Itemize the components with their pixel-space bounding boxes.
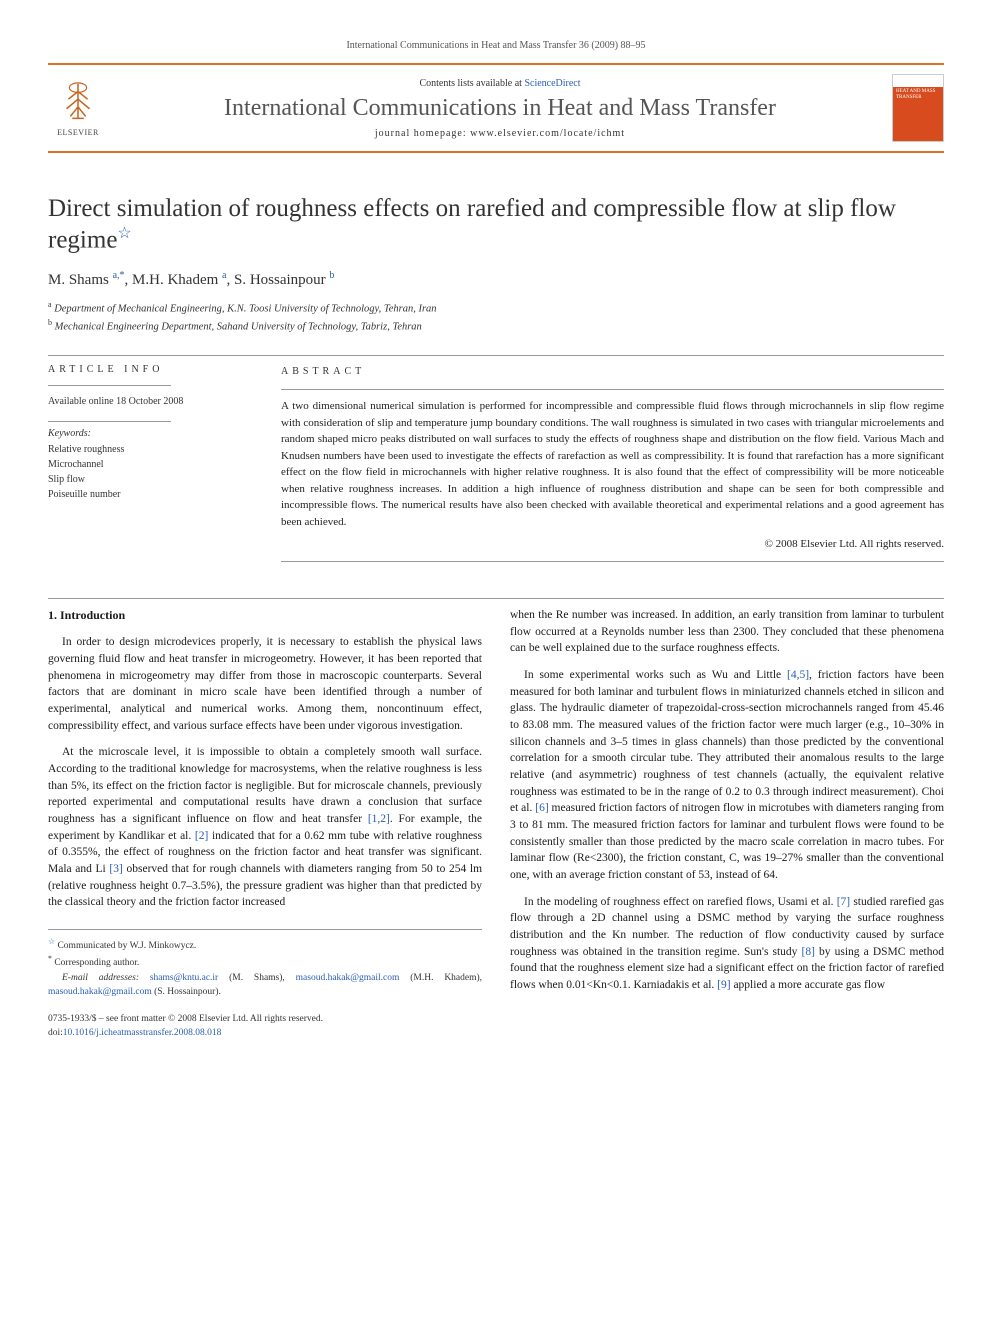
banner-center: Contents lists available at ScienceDirec…	[120, 78, 880, 139]
doi-link[interactable]: 10.1016/j.icheatmasstransfer.2008.08.018	[63, 1028, 222, 1038]
affil-b-mark: b	[48, 318, 52, 327]
article-title: Direct simulation of roughness effects o…	[48, 193, 944, 256]
footer-bar: 0735-1933/$ – see front matter © 2008 El…	[48, 1013, 482, 1041]
email-3-who: (S. Hossainpour)	[154, 987, 218, 997]
doi-label: doi:	[48, 1028, 63, 1038]
title-footnote-star: ☆	[117, 225, 131, 242]
abstract-divider-bottom	[281, 561, 944, 562]
keyword-2: Microchannel	[48, 457, 253, 472]
ref-3[interactable]: [3]	[109, 863, 122, 875]
email-2[interactable]: masoud.hakak@gmail.com	[296, 973, 400, 983]
email-2-who: (M.H. Khadem)	[410, 973, 479, 983]
col2-p2a: In some experimental works such as Wu an…	[524, 669, 787, 681]
affil-a: Department of Mechanical Engineering, K.…	[54, 303, 436, 314]
keywords-list: Relative roughness Microchannel Slip flo…	[48, 442, 253, 502]
homepage-url: www.elsevier.com/locate/ichmt	[470, 128, 625, 139]
running-header: International Communications in Heat and…	[48, 40, 944, 51]
email-1[interactable]: shams@kntu.ac.ir	[150, 973, 218, 983]
intro-p2: At the microscale level, it is impossibl…	[48, 744, 482, 911]
col2-p3d: applied a more accurate gas flow	[731, 979, 886, 991]
col2-p3: In the modeling of roughness effect on r…	[510, 894, 944, 994]
ref-1-2[interactable]: [1,2]	[368, 813, 390, 825]
column-left: 1. Introduction In order to design micro…	[48, 607, 482, 1041]
body-columns: 1. Introduction In order to design micro…	[48, 607, 944, 1041]
email-3[interactable]: masoud.hakak@gmail.com	[48, 987, 152, 997]
affiliations: a Department of Mechanical Engineering, …	[48, 299, 944, 336]
author-list: M. Shams a,*, M.H. Khadem a, S. Hossainp…	[48, 270, 944, 289]
intro-p1: In order to design microdevices properly…	[48, 634, 482, 734]
col2-p1: when the Re number was increased. In add…	[510, 607, 944, 657]
journal-name: International Communications in Heat and…	[120, 95, 880, 122]
ref-9[interactable]: [9]	[717, 979, 730, 991]
info-divider-2	[48, 421, 171, 422]
email-label: E-mail addresses:	[62, 973, 139, 983]
column-right: when the Re number was increased. In add…	[510, 607, 944, 1041]
footnotes: ☆ Communicated by W.J. Minkowycz. * Corr…	[48, 929, 482, 999]
ref-6[interactable]: [6]	[535, 802, 548, 814]
email-1-who: (M. Shams)	[229, 973, 282, 983]
corresp-star: *	[48, 954, 52, 963]
article-info-block: ARTICLE INFO Available online 18 October…	[48, 364, 253, 570]
footnote-star-icon: ☆	[48, 937, 55, 946]
author-1-mark: a,*	[113, 270, 125, 281]
publisher-label: ELSEVIER	[57, 128, 99, 137]
front-matter-line: 0735-1933/$ – see front matter © 2008 El…	[48, 1013, 323, 1027]
col2-p2: In some experimental works such as Wu an…	[510, 667, 944, 884]
contents-prefix: Contents lists available at	[419, 78, 524, 89]
info-divider-1	[48, 385, 171, 386]
author-1: M. Shams	[48, 272, 109, 288]
author-2-mark: a	[222, 270, 226, 281]
keyword-4: Poiseuille number	[48, 487, 253, 502]
ref-2[interactable]: [2]	[195, 830, 208, 842]
author-2: M.H. Khadem	[132, 272, 218, 288]
keyword-1: Relative roughness	[48, 442, 253, 457]
elsevier-tree-icon	[55, 80, 101, 126]
affil-b: Mechanical Engineering Department, Sahan…	[55, 322, 422, 333]
abstract-text: A two dimensional numerical simulation i…	[281, 398, 944, 530]
author-3-mark: b	[329, 270, 334, 281]
ref-8[interactable]: [8]	[802, 946, 815, 958]
body-divider	[48, 598, 944, 599]
contents-list-line: Contents lists available at ScienceDirec…	[120, 78, 880, 89]
abstract-block: ABSTRACT A two dimensional numerical sim…	[281, 364, 944, 570]
col2-p2b: , friction factors have been measured fo…	[510, 669, 944, 814]
available-online: Available online 18 October 2008	[48, 396, 253, 407]
abstract-divider	[281, 389, 944, 390]
title-text: Direct simulation of roughness effects o…	[48, 195, 896, 254]
abstract-label: ABSTRACT	[281, 364, 944, 379]
intro-heading: 1. Introduction	[48, 607, 482, 624]
corresponding-note: Corresponding author.	[54, 959, 139, 969]
info-abstract-row: ARTICLE INFO Available online 18 October…	[48, 364, 944, 570]
homepage-prefix: journal homepage:	[375, 128, 470, 139]
journal-banner: ELSEVIER Contents lists available at Sci…	[48, 63, 944, 153]
elsevier-logo: ELSEVIER	[48, 73, 108, 143]
article-info-label: ARTICLE INFO	[48, 364, 253, 375]
journal-homepage-line: journal homepage: www.elsevier.com/locat…	[120, 128, 880, 139]
abstract-copyright: © 2008 Elsevier Ltd. All rights reserved…	[281, 536, 944, 553]
ref-4-5[interactable]: [4,5]	[787, 669, 809, 681]
sciencedirect-link[interactable]: ScienceDirect	[524, 78, 580, 89]
keywords-label: Keywords:	[48, 428, 253, 439]
divider	[48, 355, 944, 356]
col2-p3a: In the modeling of roughness effect on r…	[524, 896, 837, 908]
journal-cover-thumb: HEAT AND MASS TRANSFER	[892, 74, 944, 142]
col2-p2c: measured friction factors of nitrogen fl…	[510, 802, 944, 881]
affil-a-mark: a	[48, 300, 52, 309]
keyword-3: Slip flow	[48, 472, 253, 487]
communicated-note: Communicated by W.J. Minkowycz.	[57, 941, 196, 951]
author-3: S. Hossainpour	[234, 272, 326, 288]
ref-7[interactable]: [7]	[837, 896, 850, 908]
cover-label: HEAT AND MASS TRANSFER	[896, 89, 940, 100]
